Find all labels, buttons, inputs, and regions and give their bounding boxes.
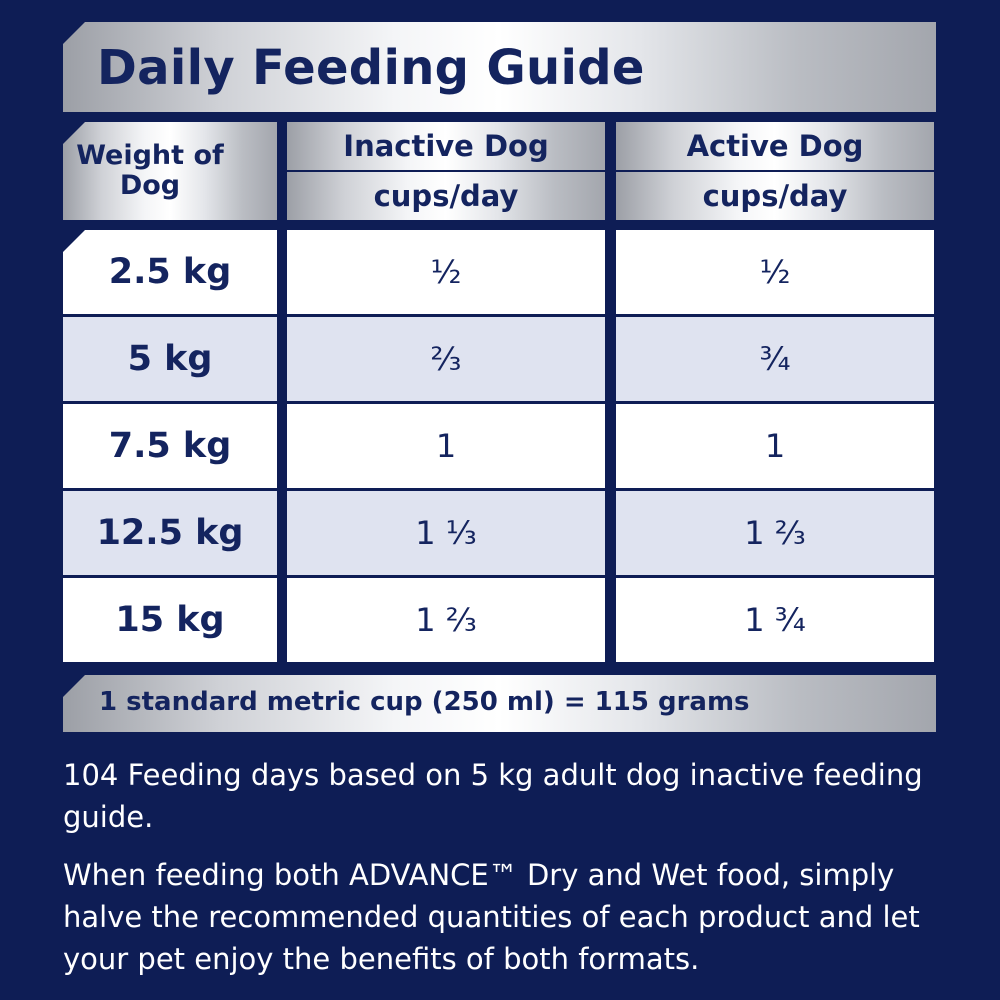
header-inactive-unit: cups/day: [373, 179, 519, 213]
inactive-cell: 1 ⅓: [287, 491, 605, 575]
active-cell: ¾: [616, 317, 934, 401]
inactive-cell: ½: [287, 230, 605, 314]
cup-conversion-text: 1 standard metric cup (250 ml) = 115 gra…: [99, 687, 750, 717]
header-weight: Weight of Dog: [63, 122, 277, 220]
weight-cell: 2.5 kg: [63, 230, 277, 314]
weight-cell: 5 kg: [63, 317, 277, 401]
weight-cell: 15 kg: [63, 578, 277, 662]
cup-conversion-banner: 1 standard metric cup (250 ml) = 115 gra…: [63, 675, 936, 732]
feeding-days-note: 104 Feeding days based on 5 kg adult dog…: [63, 758, 923, 834]
inactive-cell: ²⁄₃: [287, 317, 605, 401]
active-cell: 1: [616, 404, 934, 488]
header-divider: [287, 170, 605, 172]
weight-cell: 7.5 kg: [63, 404, 277, 488]
active-cell: 1 ¾: [616, 578, 934, 662]
active-cell: 1 ²⁄₃: [616, 491, 934, 575]
inactive-cell: 1: [287, 404, 605, 488]
header-active: Active Dog cups/day: [616, 122, 934, 220]
title-banner: Daily Feeding Guide: [63, 22, 936, 112]
header-weight-label: Weight of Dog: [76, 140, 224, 201]
inactive-cell: 1 ²⁄₃: [287, 578, 605, 662]
header-inactive: Inactive Dog cups/day: [287, 122, 605, 220]
page-title: Daily Feeding Guide: [97, 40, 645, 96]
weight-cell: 12.5 kg: [63, 491, 277, 575]
header-divider: [616, 170, 934, 172]
active-cell: ½: [616, 230, 934, 314]
header-active-unit: cups/day: [702, 179, 848, 213]
header-active-label: Active Dog: [686, 129, 864, 163]
header-inactive-label: Inactive Dog: [343, 129, 549, 163]
dry-wet-note: When feeding both ADVANCE™ Dry and Wet f…: [63, 858, 920, 976]
